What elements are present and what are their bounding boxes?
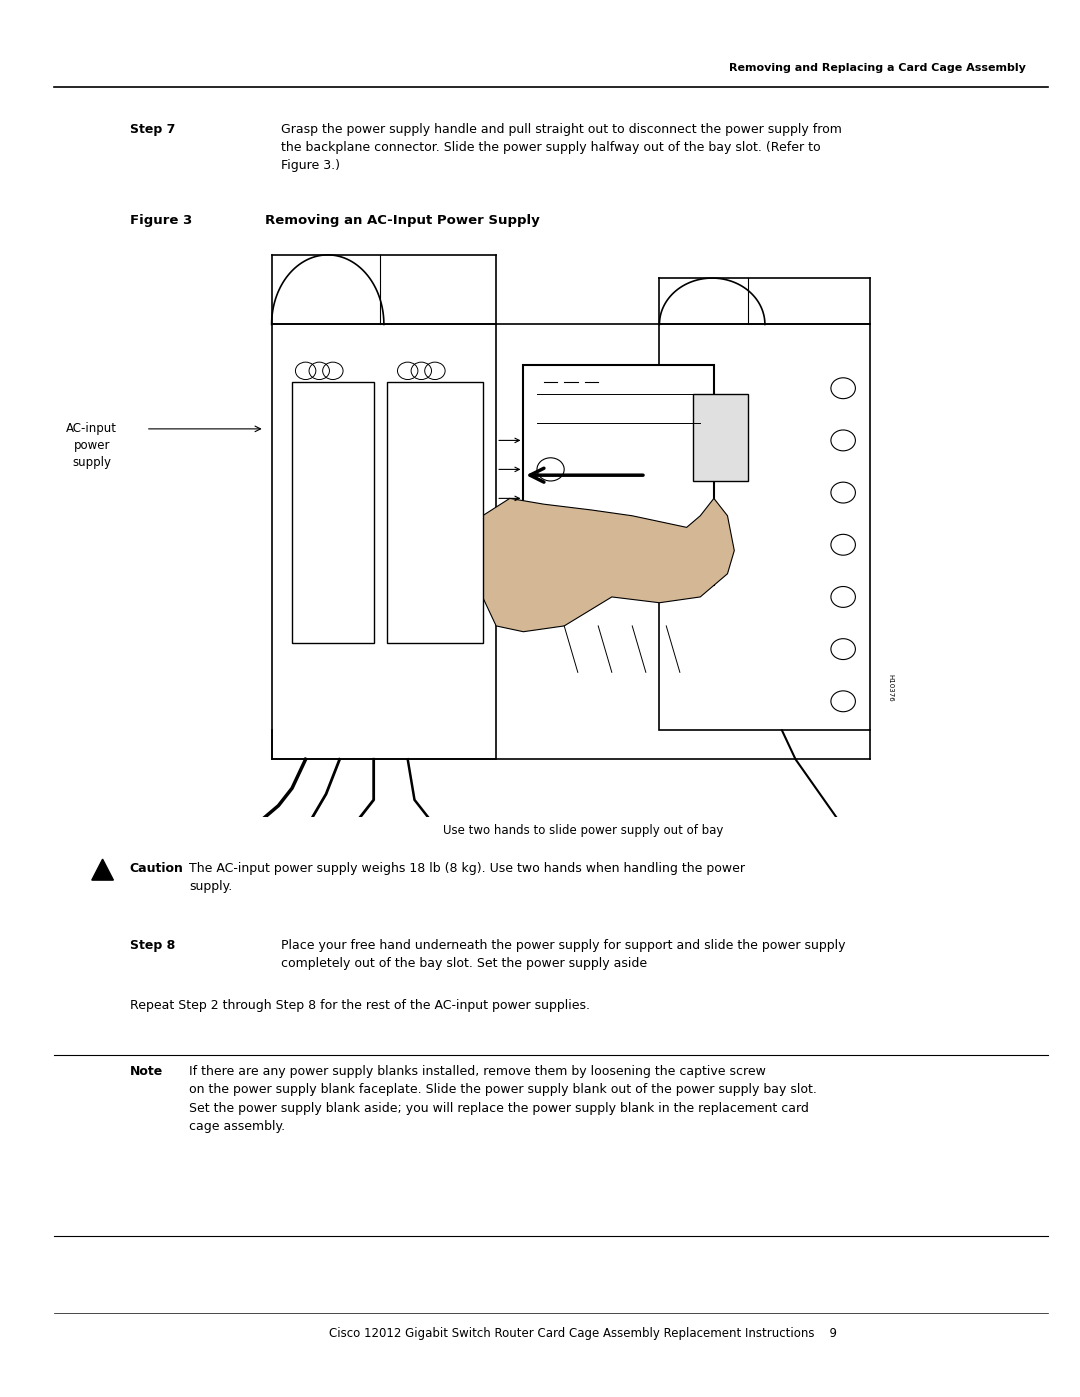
Text: Use two hands to slide power supply out of bay: Use two hands to slide power supply out … [443, 824, 724, 837]
Text: Removing an AC-Input Power Supply: Removing an AC-Input Power Supply [265, 214, 539, 226]
Text: Note: Note [130, 1065, 163, 1077]
Text: The AC-input power supply weighs 18 lb (8 kg). Use two hands when handling the p: The AC-input power supply weighs 18 lb (… [189, 862, 745, 893]
Text: Figure 3: Figure 3 [130, 214, 192, 226]
Text: H10376: H10376 [888, 673, 894, 701]
Text: Step 7: Step 7 [130, 123, 175, 136]
Text: Grasp the power supply handle and pull straight out to disconnect the power supp: Grasp the power supply handle and pull s… [281, 123, 841, 172]
Polygon shape [388, 383, 483, 643]
Polygon shape [92, 859, 113, 880]
Text: Caution: Caution [130, 862, 184, 875]
Text: Place your free hand underneath the power supply for support and slide the power: Place your free hand underneath the powe… [281, 939, 846, 970]
Text: Removing and Replacing a Card Cage Assembly: Removing and Replacing a Card Cage Assem… [729, 63, 1026, 73]
Polygon shape [524, 365, 714, 585]
Text: AC-input
power
supply: AC-input power supply [66, 422, 118, 469]
Text: !: ! [100, 866, 105, 876]
Text: If there are any power supply blanks installed, remove them by loosening the cap: If there are any power supply blanks ins… [189, 1065, 816, 1133]
Text: Step 8: Step 8 [130, 939, 175, 951]
Text: Cisco 12012 Gigabit Switch Router Card Cage Assembly Replacement Instructions   : Cisco 12012 Gigabit Switch Router Card C… [329, 1327, 837, 1340]
Text: Repeat Step 2 through Step 8 for the rest of the AC-input power supplies.: Repeat Step 2 through Step 8 for the res… [130, 999, 590, 1011]
Polygon shape [475, 499, 734, 631]
Polygon shape [693, 394, 747, 481]
Polygon shape [292, 383, 374, 643]
